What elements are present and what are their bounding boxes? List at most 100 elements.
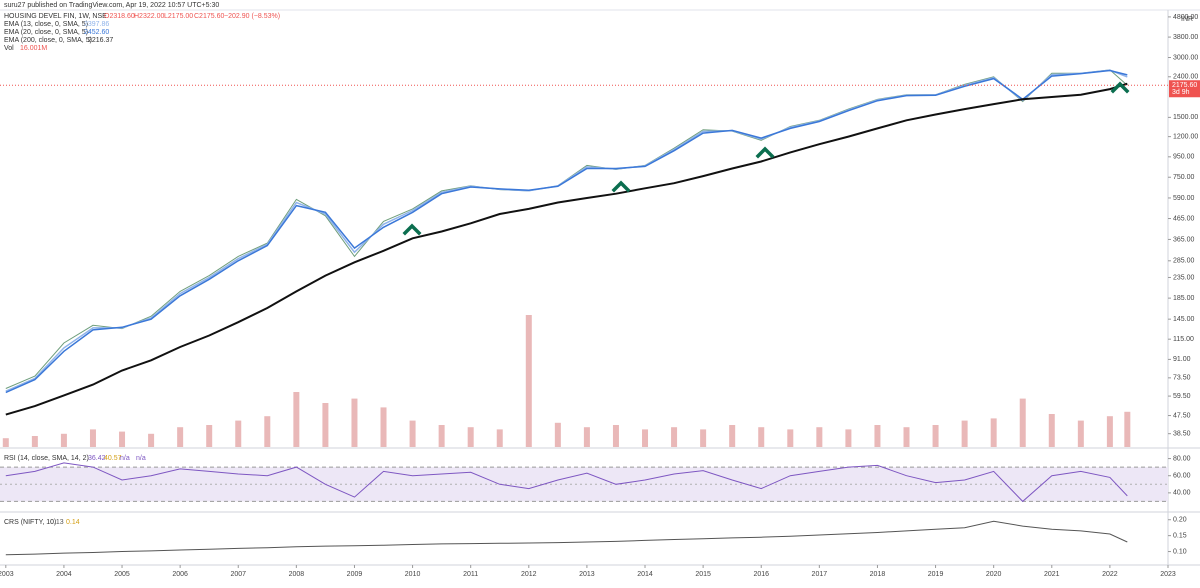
- ema-line: [5, 69, 1128, 394]
- annotation-arrows: [402, 81, 1130, 236]
- legend-name: EMA (200, close, 0, SMA, 5): [4, 37, 92, 44]
- x-tick-label: 2007: [230, 571, 246, 578]
- volume-bar: [1124, 411, 1131, 447]
- legend-name: EMA (20, close, 0, SMA, 5): [4, 29, 88, 36]
- y-tick-label: 3000.00: [1173, 54, 1198, 61]
- pane-legend-value: 0.14: [66, 519, 80, 526]
- pane-legend-value: n/a: [136, 455, 146, 462]
- y-tick-label: 47.50: [1173, 412, 1191, 419]
- legend-value: 2452.60: [84, 29, 109, 36]
- countdown: 3d 9h: [1172, 89, 1190, 96]
- volume-bar: [642, 429, 649, 447]
- volume-bar: [206, 425, 213, 447]
- y-tick-label: 590.00: [1173, 195, 1195, 202]
- legend-name: Vol: [4, 45, 14, 52]
- y-tick-label: 145.00: [1173, 316, 1195, 323]
- arrow: [755, 146, 775, 159]
- volume-bar: [845, 429, 852, 447]
- volume-bar: [177, 427, 184, 447]
- x-tick-label: 2011: [463, 571, 478, 578]
- volume-bar: [671, 427, 678, 447]
- volume-bar: [293, 392, 300, 447]
- last-price-box: [1169, 80, 1200, 98]
- volume-bar: [874, 425, 881, 447]
- y-tick-label: 235.00: [1173, 274, 1195, 281]
- x-tick-label: 2008: [289, 571, 305, 578]
- y-tick-label: 365.00: [1173, 236, 1195, 243]
- y-tick-label: 465.00: [1173, 215, 1195, 222]
- volume-bar: [758, 427, 765, 447]
- volume-bar: [1077, 420, 1084, 447]
- y-tick-label: 0.10: [1173, 548, 1187, 555]
- volume-bar: [496, 429, 503, 447]
- x-tick-label: 2006: [172, 571, 188, 578]
- volume-bar: [2, 438, 9, 447]
- volume-bar: [89, 429, 96, 447]
- volume-bar: [554, 422, 561, 447]
- x-tick-label: 2019: [928, 571, 944, 578]
- y-tick-label: 59.50: [1173, 393, 1191, 400]
- legend-ohlc: H2322.00: [134, 13, 164, 20]
- volume-bar: [1048, 414, 1055, 447]
- arrow: [611, 180, 631, 193]
- volume-bar: [148, 433, 155, 447]
- indicator-line: [5, 462, 1128, 503]
- volume-bar: [380, 407, 387, 447]
- x-tick-label: 2013: [579, 571, 595, 578]
- volume-bar: [409, 420, 416, 447]
- volume-bar: [1106, 416, 1113, 447]
- legend-value: 16.001M: [20, 45, 47, 52]
- x-tick-label: 2004: [56, 571, 72, 578]
- volume-bar: [525, 315, 532, 447]
- x-tick-label: 2015: [695, 571, 711, 578]
- x-tick-label: 2016: [753, 571, 769, 578]
- pane-legend-name: CRS (NIFTY, 10): [4, 519, 56, 526]
- volume-bar: [31, 436, 38, 447]
- x-tick-label: 2005: [114, 571, 130, 578]
- pane-legend-value: n/a: [120, 455, 130, 462]
- legend-ohlc: O2318.60: [104, 13, 135, 20]
- volume-bar: [787, 429, 794, 447]
- y-tick-label: 91.00: [1173, 356, 1191, 363]
- volume-bar: [235, 420, 242, 447]
- volume-bar: [583, 427, 590, 447]
- y-tick-label: 2400.00: [1173, 74, 1198, 81]
- legend-symbol: HOUSING DEVEL FIN, 1W, NSE: [4, 13, 107, 20]
- volume-bar: [816, 427, 823, 447]
- volume-bar: [990, 418, 997, 447]
- legend-value: 2216.37: [88, 37, 113, 44]
- x-tick-label: 2022: [1102, 571, 1118, 578]
- indicator-line: [5, 520, 1128, 556]
- y-tick-label: 38.50: [1173, 431, 1191, 438]
- y-tick-label: 285.00: [1173, 258, 1195, 265]
- y-tick-label: 40.00: [1173, 490, 1191, 497]
- y-tick-label: 185.00: [1173, 295, 1195, 302]
- x-tick-label: 2018: [870, 571, 886, 578]
- arrow: [1110, 81, 1130, 94]
- x-tick-label: 2003: [0, 571, 14, 578]
- pane-legend-value: 36.42: [88, 455, 106, 462]
- x-tick-label: 2021: [1044, 571, 1060, 578]
- legend-ohlc: −202.90 (−8.53%): [224, 13, 280, 20]
- x-tick-label: 2023: [1160, 571, 1176, 578]
- y-tick-label: 750.00: [1173, 174, 1195, 181]
- arrow: [402, 223, 422, 236]
- y-tick-label: 60.00: [1173, 473, 1191, 480]
- y-tick-label: 115.00: [1173, 336, 1194, 343]
- y-tick-label: 1200.00: [1173, 133, 1198, 140]
- legend-name: EMA (13, close, 0, SMA, 5): [4, 21, 88, 28]
- pane-legend-value: 0.13: [50, 519, 64, 526]
- x-tick-label: 2012: [521, 571, 537, 578]
- x-tick-label: 2009: [347, 571, 363, 578]
- volume-bar: [903, 427, 910, 447]
- volume-bar: [351, 398, 358, 447]
- volume-bar: [1019, 398, 1026, 447]
- y-tick-label: 1500.00: [1173, 114, 1198, 121]
- y-tick-label: 73.50: [1173, 375, 1191, 382]
- pane-legend-value: 40.57: [104, 455, 122, 462]
- last-price-label: 2175.60: [1172, 82, 1197, 89]
- rsi-band: [0, 467, 1168, 502]
- volume-bar: [961, 420, 968, 447]
